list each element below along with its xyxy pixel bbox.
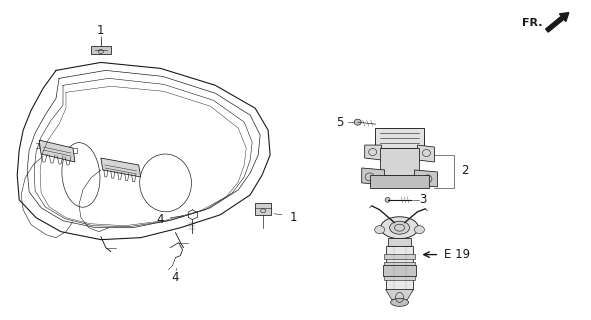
Polygon shape xyxy=(362,168,385,185)
Polygon shape xyxy=(39,140,75,162)
Polygon shape xyxy=(382,265,417,276)
Ellipse shape xyxy=(389,221,410,234)
Polygon shape xyxy=(365,145,382,160)
Polygon shape xyxy=(385,246,414,289)
Ellipse shape xyxy=(385,197,390,202)
Ellipse shape xyxy=(391,298,408,306)
Text: 3: 3 xyxy=(420,193,427,206)
Text: 1: 1 xyxy=(290,211,297,224)
Ellipse shape xyxy=(414,226,424,234)
Polygon shape xyxy=(384,276,415,280)
Text: 2: 2 xyxy=(462,164,469,178)
FancyArrow shape xyxy=(545,13,569,32)
Polygon shape xyxy=(370,175,430,188)
Polygon shape xyxy=(388,238,411,246)
Polygon shape xyxy=(414,170,437,187)
Polygon shape xyxy=(417,145,434,162)
Polygon shape xyxy=(91,46,111,54)
Polygon shape xyxy=(375,128,424,148)
Polygon shape xyxy=(384,253,415,259)
Polygon shape xyxy=(101,158,141,177)
Ellipse shape xyxy=(381,217,418,239)
Polygon shape xyxy=(385,289,414,300)
Ellipse shape xyxy=(375,226,385,234)
Text: 4: 4 xyxy=(157,213,164,226)
Polygon shape xyxy=(255,203,271,215)
Text: E 19: E 19 xyxy=(444,248,470,261)
Text: 1: 1 xyxy=(97,24,105,37)
Text: 5: 5 xyxy=(336,116,343,129)
Text: FR.: FR. xyxy=(522,18,542,28)
Polygon shape xyxy=(379,148,420,175)
Text: 4: 4 xyxy=(172,271,179,284)
Ellipse shape xyxy=(354,119,361,125)
Polygon shape xyxy=(384,261,415,267)
